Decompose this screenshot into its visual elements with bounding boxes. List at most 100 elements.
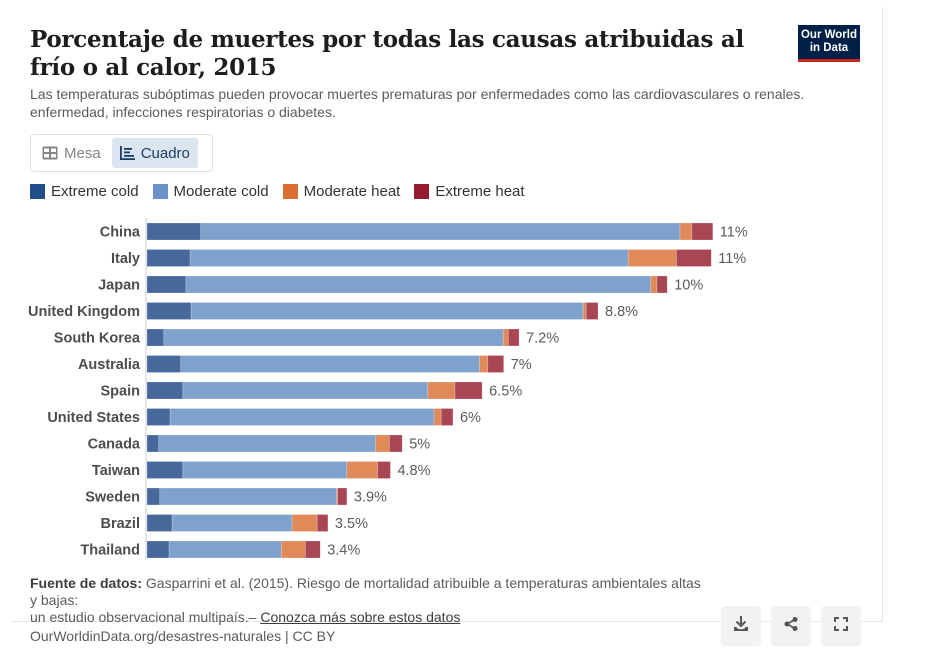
bar-row[interactable]: Spain 6.5%	[101, 381, 523, 400]
bar-segment-moderate-cold[interactable]	[190, 302, 584, 320]
category-label: South Korea	[54, 331, 141, 347]
bar-segment-extreme-cold[interactable]	[146, 302, 192, 320]
download-icon	[733, 615, 749, 637]
view-tabs: Mesa Cuadro	[30, 134, 213, 172]
bar-segment-moderate-cold[interactable]	[182, 381, 429, 400]
bar-segment-extreme-cold[interactable]	[146, 487, 161, 506]
bar-segment-extreme-heat[interactable]	[691, 222, 714, 241]
total-value-label: 6.5%	[489, 384, 522, 400]
bar-segment-moderate-cold[interactable]	[168, 540, 282, 559]
total-value-label: 6%	[460, 410, 481, 426]
bar-row[interactable]: United Kingdom 8.8%	[28, 302, 638, 321]
bar-row[interactable]: Japan 10%	[98, 275, 703, 294]
source-label: Fuente de datos:	[30, 575, 143, 591]
legend-item-moderate-heat[interactable]: Moderate heat	[282, 183, 400, 200]
bar-segment-moderate-cold[interactable]	[182, 461, 348, 479]
bar-segment-extreme-cold[interactable]	[146, 434, 160, 453]
bar-row[interactable]: Sweden 3.9%	[85, 487, 387, 506]
bar-segment-extreme-cold[interactable]	[146, 381, 184, 400]
bar-row[interactable]: Australia 7%	[78, 355, 532, 374]
category-label: Japan	[98, 278, 140, 294]
bar-segment-moderate-heat[interactable]	[280, 540, 306, 559]
legend-swatch	[282, 184, 298, 199]
bar-segment-moderate-cold[interactable]	[158, 434, 376, 453]
category-label: Brazil	[101, 516, 141, 532]
bar-segment-moderate-cold[interactable]	[163, 328, 504, 347]
legend-item-moderate-cold[interactable]: Moderate cold	[152, 183, 269, 200]
bar-segment-extreme-heat[interactable]	[305, 540, 321, 559]
bar-segment-extreme-cold[interactable]	[146, 249, 191, 267]
bar-segment-extreme-heat[interactable]	[389, 434, 403, 453]
bar-segment-moderate-cold[interactable]	[185, 275, 652, 294]
total-value-label: 5%	[409, 437, 430, 453]
bar-segment-moderate-cold[interactable]	[169, 408, 435, 426]
bar-row[interactable]: Thailand 3.4%	[80, 540, 360, 559]
bar-segment-extreme-heat[interactable]	[585, 302, 599, 320]
bar-segment-moderate-heat[interactable]	[627, 249, 677, 267]
total-value-label: 10%	[674, 278, 703, 294]
total-value-label: 3.9%	[354, 490, 387, 506]
bar-segment-extreme-cold[interactable]	[146, 408, 171, 426]
category-label: Italy	[111, 251, 140, 267]
bar-segment-moderate-heat[interactable]	[375, 434, 390, 453]
learn-more-link[interactable]: Conozca más sobre estos datos	[260, 609, 461, 625]
source-url[interactable]: OurWorldinData.org/desastres-naturales |…	[30, 628, 336, 644]
bar-segment-moderate-heat[interactable]	[502, 328, 509, 347]
bar-segment-moderate-heat[interactable]	[650, 275, 658, 294]
bar-segment-extreme-cold[interactable]	[146, 275, 187, 294]
owid-logo[interactable]: Our World in Data	[798, 25, 860, 62]
bar-segment-extreme-cold[interactable]	[146, 355, 182, 373]
category-label: China	[100, 225, 141, 241]
bar-segment-extreme-heat[interactable]	[454, 381, 483, 400]
bar-row[interactable]: South Korea 7.2%	[54, 328, 559, 347]
bar-segment-extreme-cold[interactable]	[146, 540, 170, 559]
total-value-label: 3.5%	[335, 516, 368, 532]
share-button[interactable]	[771, 606, 811, 646]
download-button[interactable]	[721, 606, 761, 646]
total-value-label: 7%	[511, 357, 532, 373]
fullscreen-button[interactable]	[821, 606, 861, 646]
bar-segment-moderate-heat[interactable]	[346, 461, 378, 479]
tab-table[interactable]: Mesa	[34, 138, 109, 168]
bar-segment-extreme-cold[interactable]	[146, 461, 184, 479]
bar-segment-extreme-heat[interactable]	[377, 461, 391, 479]
bar-segment-extreme-heat[interactable]	[508, 328, 520, 347]
bar-row[interactable]: China 11%	[100, 222, 748, 241]
bar-segment-extreme-cold[interactable]	[146, 222, 202, 241]
bar-segment-moderate-heat[interactable]	[479, 355, 489, 373]
bar-segment-moderate-heat[interactable]	[427, 381, 456, 400]
table-icon	[42, 146, 58, 160]
bar-segment-moderate-cold[interactable]	[189, 249, 629, 267]
legend-item-extreme-cold[interactable]: Extreme cold	[30, 183, 139, 200]
category-label: Taiwan	[92, 463, 140, 479]
legend-label: Extreme cold	[51, 183, 139, 200]
bar-segment-extreme-heat[interactable]	[656, 275, 668, 294]
bar-segment-moderate-cold[interactable]	[159, 487, 337, 506]
bar-segment-extreme-cold[interactable]	[146, 514, 173, 532]
tab-chart[interactable]: Cuadro	[111, 138, 198, 168]
total-value-label: 11%	[720, 225, 748, 241]
bar-row[interactable]: Taiwan 4.8%	[92, 461, 431, 480]
bar-row[interactable]: Canada 5%	[88, 434, 431, 453]
bar-segment-moderate-heat[interactable]	[433, 408, 442, 426]
bar-segment-moderate-heat[interactable]	[582, 302, 587, 320]
bar-segment-moderate-heat[interactable]	[679, 222, 693, 241]
bar-segment-moderate-heat[interactable]	[291, 514, 318, 532]
bar-row[interactable]: Brazil 3.5%	[101, 514, 369, 533]
category-label: Thailand	[80, 543, 140, 559]
logo-line-2: in Data	[809, 42, 849, 54]
bar-segment-extreme-heat[interactable]	[440, 408, 454, 426]
bar-row[interactable]: Italy 11%	[111, 249, 746, 268]
source-text-1: Gasparrini et al. (2015). Riesgo de mort…	[30, 575, 701, 608]
bar-segment-extreme-cold[interactable]	[146, 328, 165, 347]
source-text-2: un estudio observacional multipaís.–	[30, 609, 257, 625]
bar-segment-extreme-heat[interactable]	[337, 487, 348, 506]
bar-segment-moderate-cold[interactable]	[171, 514, 293, 532]
legend-item-extreme-heat[interactable]: Extreme heat	[414, 183, 525, 200]
bar-segment-moderate-cold[interactable]	[200, 222, 681, 241]
bar-segment-extreme-heat[interactable]	[316, 514, 329, 532]
bar-segment-extreme-heat[interactable]	[487, 355, 504, 373]
bar-segment-extreme-heat[interactable]	[676, 249, 712, 267]
bar-row[interactable]: United States 6%	[47, 408, 481, 427]
bar-segment-moderate-cold[interactable]	[180, 355, 480, 373]
